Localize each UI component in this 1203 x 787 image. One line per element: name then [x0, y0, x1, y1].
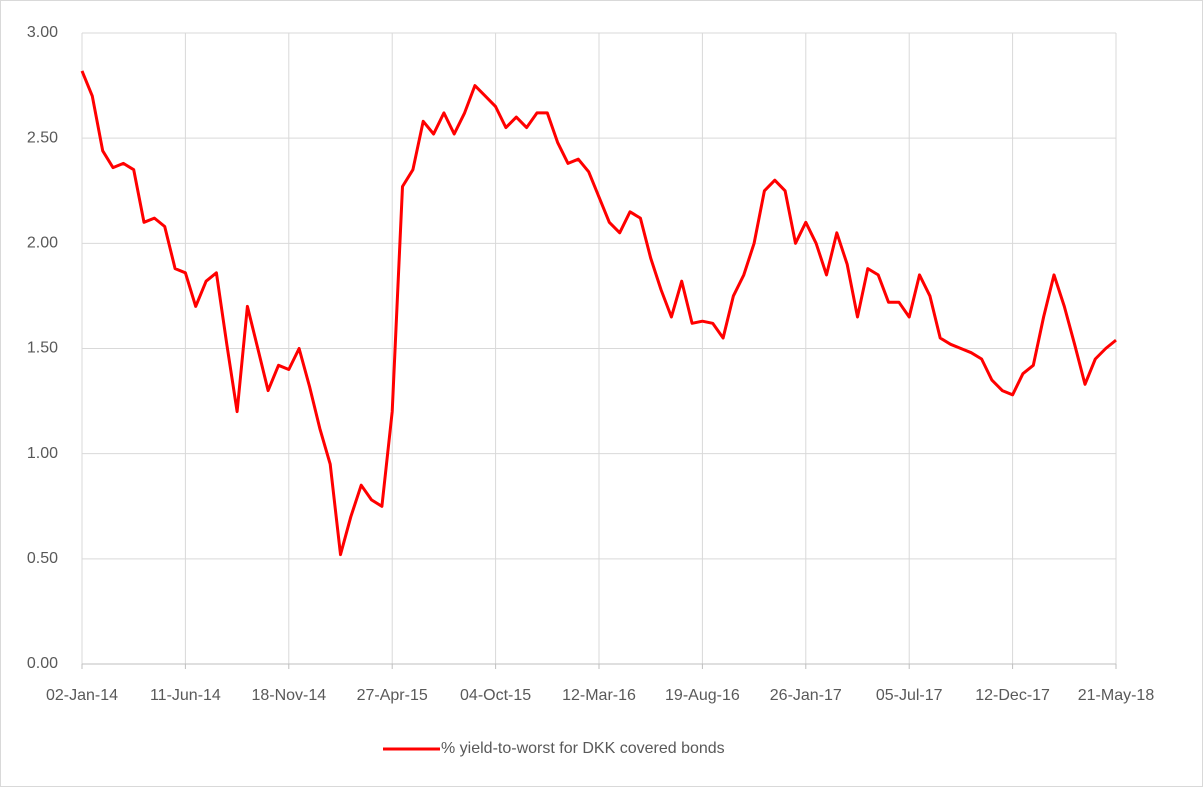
y-tick-label: 0.50	[27, 550, 58, 567]
x-tick-label: 12-Dec-17	[975, 687, 1050, 704]
y-tick-label: 0.00	[27, 655, 58, 672]
x-tick-label: 12-Mar-16	[562, 687, 636, 704]
y-tick-label: 3.00	[27, 24, 58, 41]
x-tick-label: 19-Aug-16	[665, 687, 740, 704]
y-tick-label: 2.50	[27, 129, 58, 146]
x-tick-label: 02-Jan-14	[46, 687, 118, 704]
x-tick-label: 26-Jan-17	[770, 687, 842, 704]
y-tick-label: 2.00	[27, 235, 58, 252]
x-tick-label: 11-Jun-14	[150, 687, 221, 704]
x-tick-label: 04-Oct-15	[460, 687, 531, 704]
x-tick-label: 05-Jul-17	[876, 687, 943, 704]
x-tick-label: 27-Apr-15	[357, 687, 428, 704]
x-tick-label: 21-May-18	[1078, 687, 1155, 704]
y-tick-label: 1.00	[27, 445, 58, 462]
y-tick-label: 1.50	[27, 340, 58, 357]
data-line	[80, 70, 1117, 557]
x-tick-label: 18-Nov-14	[251, 687, 326, 704]
legend-label: % yield-to-worst for DKK covered bonds	[441, 740, 725, 757]
